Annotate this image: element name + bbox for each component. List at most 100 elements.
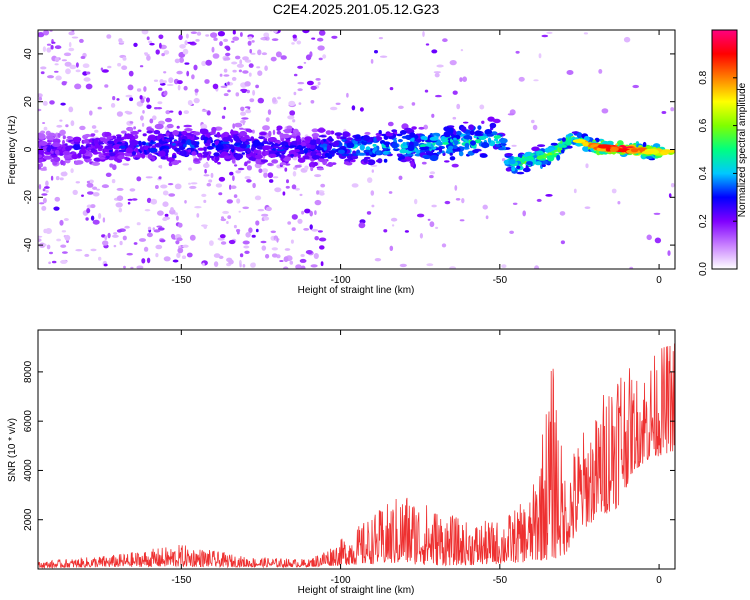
noise-blob: [91, 125, 97, 129]
noise-blob: [204, 79, 210, 84]
ridge-blob: [436, 151, 441, 155]
noise-blob: [297, 88, 303, 92]
noise-blob: [45, 228, 52, 234]
noise-blob: [82, 63, 90, 68]
ridge-blob: [464, 142, 470, 149]
ridge-blob: [383, 141, 391, 146]
noise-blob: [249, 49, 252, 54]
noise-blob: [398, 175, 403, 180]
noise-blob: [86, 208, 91, 214]
ridge-blob: [432, 141, 436, 146]
noise-blob: [398, 105, 404, 110]
ridge-blob: [558, 147, 563, 151]
ridge-blob: [295, 135, 301, 141]
noise-blob: [487, 116, 495, 122]
ridge-blob: [158, 150, 166, 157]
ridge-blob: [129, 121, 134, 124]
noise-blob: [232, 30, 236, 35]
colorbar-tick-label: 0.8: [698, 70, 709, 84]
noise-blob: [107, 65, 112, 69]
ridge-blob: [211, 142, 216, 147]
noise-blob: [231, 61, 238, 65]
noise-blob: [289, 110, 296, 116]
noise-blob: [184, 40, 188, 46]
noise-blob: [177, 247, 184, 254]
noise-blob: [317, 45, 325, 51]
noise-blob: [116, 98, 120, 101]
noise-blob: [165, 110, 171, 115]
noise-blob: [257, 97, 264, 104]
noise-blob: [364, 131, 371, 135]
noise-blob: [318, 30, 326, 36]
noise-blob: [40, 66, 47, 70]
noise-blob: [305, 250, 313, 255]
ridge-blob: [81, 146, 87, 150]
noise-blob: [304, 208, 311, 214]
noise-blob: [227, 215, 232, 220]
noise-blob: [284, 167, 288, 172]
ridge-blob: [104, 145, 114, 150]
noise-blob: [201, 60, 207, 67]
y-tick-label: 0: [23, 146, 34, 152]
ridge-blob: [516, 165, 521, 170]
core-blob: [630, 148, 639, 153]
ridge-blob: [180, 150, 185, 156]
noise-blob: [42, 197, 47, 204]
noise-blob: [277, 96, 281, 100]
noise-blob: [545, 194, 553, 197]
ridge-blob: [82, 156, 91, 159]
noise-blob: [203, 174, 210, 177]
noise-blob: [670, 107, 675, 112]
noise-blob: [116, 195, 124, 201]
ridge-blob: [486, 133, 494, 137]
noise-blob: [267, 162, 273, 166]
noise-blob: [203, 199, 207, 203]
ridge-blob: [246, 160, 251, 164]
noise-blob: [236, 63, 244, 68]
noise-blob: [431, 49, 438, 54]
ridge-blob: [94, 143, 100, 149]
noise-blob: [242, 70, 249, 74]
noise-blob: [205, 59, 212, 66]
noise-blob: [229, 171, 234, 176]
noise-blob: [244, 250, 250, 254]
snr-series: [38, 343, 675, 569]
noise-blob: [175, 240, 180, 245]
ridge-blob: [567, 133, 574, 137]
noise-blob: [186, 252, 193, 258]
noise-blob: [85, 217, 89, 221]
ridge-blob: [313, 161, 318, 167]
noise-blob: [106, 34, 112, 39]
ridge-blob: [469, 130, 475, 136]
noise-blob: [311, 228, 319, 232]
ridge-blob: [165, 132, 170, 136]
noise-blob: [260, 37, 266, 41]
ridge-blob: [498, 138, 508, 144]
ridge-blob: [304, 136, 313, 141]
noise-blob: [217, 31, 225, 37]
ridge-blob: [202, 151, 210, 155]
noise-blob: [218, 192, 223, 196]
ridge-blob: [291, 132, 296, 137]
ridge-blob: [318, 158, 326, 163]
noise-blob: [257, 208, 265, 212]
noise-blob: [148, 40, 153, 44]
noise-blob: [271, 38, 279, 41]
ridge-blob: [92, 151, 98, 155]
ridge-blob: [404, 127, 412, 131]
noise-blob: [223, 106, 227, 111]
noise-blob: [70, 168, 74, 174]
noise-blob: [271, 159, 279, 164]
noise-blob: [314, 174, 322, 178]
ridge-blob: [382, 150, 389, 155]
ridge-blob: [582, 145, 590, 152]
noise-blob: [302, 30, 310, 34]
noise-blob: [255, 220, 260, 226]
ridge-blob: [453, 140, 459, 145]
noise-blob: [452, 90, 458, 95]
ridge-blob: [233, 135, 240, 142]
ridge-blob: [306, 143, 311, 149]
noise-blob: [144, 209, 151, 212]
noise-blob: [60, 102, 66, 106]
ridge-blob: [399, 130, 407, 135]
